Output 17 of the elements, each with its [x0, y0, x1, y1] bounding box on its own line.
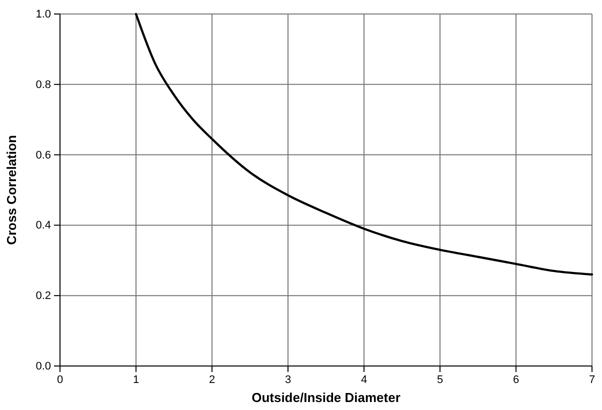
y-tick-label: 0.8	[36, 78, 51, 91]
y-tick-label: 0.0	[36, 360, 51, 373]
x-tick-label: 2	[208, 374, 216, 386]
y-tick-label: 0.2	[36, 290, 51, 302]
x-tick-label: 0	[56, 374, 64, 386]
x-tick-label: 6	[512, 374, 520, 386]
x-tick-label: 5	[436, 374, 444, 386]
x-axis-title: Outside/Inside Diameter	[252, 390, 400, 405]
x-tick-label: 1	[132, 374, 140, 386]
x-tick-label: 4	[360, 374, 368, 386]
y-tick-label: 1.0	[36, 8, 51, 21]
x-tick-label: 3	[284, 374, 292, 386]
y-tick-label: 0.4	[36, 220, 51, 232]
y-axis-title: Cross Correlation	[4, 135, 19, 245]
line-series	[134, 12, 594, 276]
x-tick-label: 7	[588, 374, 596, 386]
y-tick-label: 0.6	[36, 149, 51, 162]
